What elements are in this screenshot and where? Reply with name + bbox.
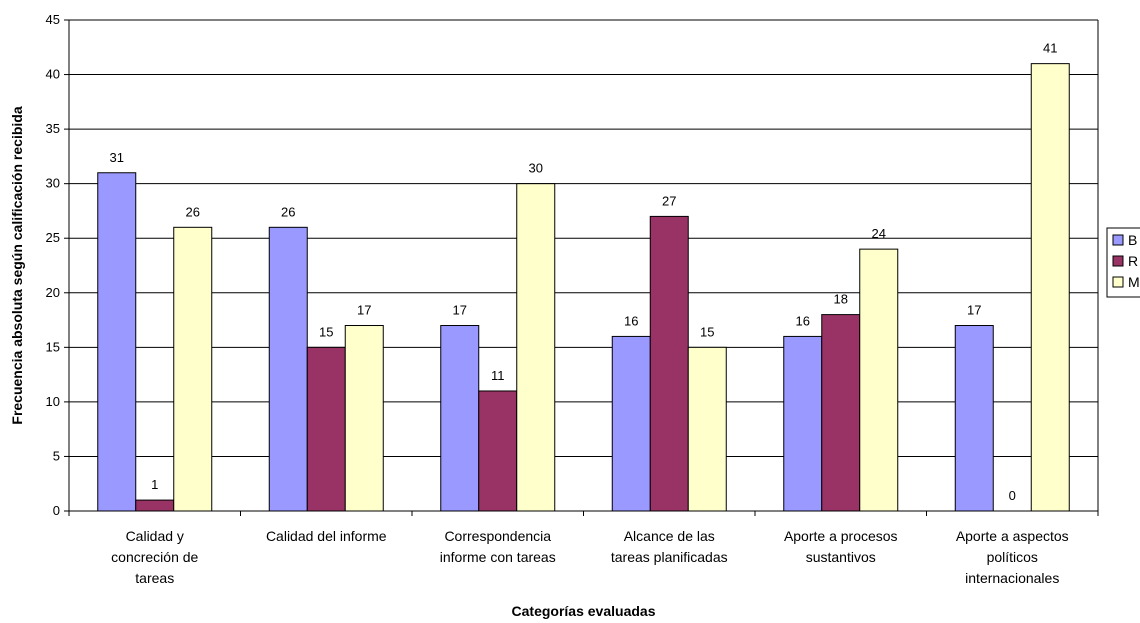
- data-label: 0: [1009, 488, 1016, 503]
- x-tick-label: Calidad del informe: [266, 528, 387, 544]
- bar-m: [1030, 63, 1070, 512]
- bar-b: [440, 325, 480, 512]
- x-tick-label: Correspondencia informe con tareas: [440, 528, 556, 565]
- bar-m: [516, 183, 556, 512]
- data-label: 31: [110, 150, 124, 165]
- bar-r: [478, 390, 518, 512]
- legend-label: B: [1128, 232, 1137, 248]
- bar-b: [783, 335, 823, 512]
- data-label: 26: [281, 204, 295, 219]
- x-tick-label: Aporte a procesos sustantivos: [784, 528, 898, 565]
- data-label: 26: [186, 204, 200, 219]
- bar-m: [859, 248, 899, 512]
- x-tick-label: Calidad y concreción de tareas: [111, 528, 198, 586]
- data-label: 41: [1043, 41, 1057, 56]
- data-label: 24: [872, 226, 886, 241]
- x-tick-label-line: informe con tareas: [440, 549, 556, 565]
- x-tick-label-line: Aporte a aspectos: [956, 528, 1069, 544]
- y-tick-label: 35: [46, 121, 60, 136]
- bar-b: [611, 335, 651, 512]
- x-tick-label: Aporte a aspectos políticos internacionale…: [956, 528, 1069, 586]
- data-label: 30: [529, 161, 543, 176]
- bar-m: [687, 346, 727, 512]
- bar-r: [649, 215, 689, 512]
- x-tick-label-line: sustantivos: [806, 549, 876, 565]
- x-tick-label-line: Calidad y: [126, 528, 184, 544]
- bars: [97, 63, 1070, 512]
- bar-r: [135, 499, 175, 512]
- data-label: 16: [624, 313, 638, 328]
- legend-label: R: [1128, 253, 1138, 269]
- data-label: 15: [319, 324, 333, 339]
- data-label: 1: [151, 477, 158, 492]
- bar-b: [954, 325, 994, 512]
- y-axis-title: Frecuencia absoluta según calificación r…: [9, 106, 25, 424]
- y-tick-label: 0: [53, 503, 60, 518]
- data-label: 17: [967, 303, 981, 318]
- data-labels: 31 1 26 26 15 17 17 11 30 16 27 15 16 18 24 17 0 41: [110, 41, 1058, 503]
- bar-m: [344, 325, 384, 512]
- bar-r: [821, 314, 861, 512]
- data-label: 17: [453, 303, 467, 318]
- y-tick-label: 30: [46, 176, 60, 191]
- x-tick-label-line: internacionales: [965, 570, 1059, 586]
- y-tick-label: 5: [53, 448, 60, 463]
- gridlines: [69, 19, 1099, 511]
- bar-m: [173, 226, 213, 512]
- x-tick-label-line: Aporte a procesos: [784, 528, 898, 544]
- x-tick-label-line: políticos: [987, 549, 1038, 565]
- x-tick-label: Alcance de las tareas planificadas: [611, 528, 728, 565]
- x-axis-ticks: Calidad y concreción de tareas Calidad del …: [68, 511, 1099, 586]
- legend: BRM: [1106, 227, 1140, 298]
- data-label: 18: [834, 292, 848, 307]
- legend-swatch-m: [1112, 276, 1124, 288]
- x-tick-label-line: concreción de: [111, 549, 198, 565]
- y-tick-label: 20: [46, 285, 60, 300]
- bar-r: [306, 346, 346, 512]
- bar-b: [97, 172, 137, 512]
- legend-label: M: [1128, 274, 1140, 290]
- data-label: 17: [357, 303, 371, 318]
- x-tick-label-line: tareas: [135, 570, 174, 586]
- x-tick-label-line: Correspondencia: [444, 528, 551, 544]
- y-tick-label: 25: [46, 230, 60, 245]
- y-tick-label: 10: [46, 394, 60, 409]
- y-tick-label: 45: [46, 12, 60, 27]
- data-label: 15: [700, 324, 714, 339]
- legend-swatch-r: [1112, 255, 1124, 267]
- bar-b: [268, 226, 308, 512]
- legend-swatch-b: [1112, 234, 1124, 246]
- data-label: 27: [662, 193, 676, 208]
- x-tick-label-line: tareas planificadas: [611, 549, 728, 565]
- data-label: 16: [796, 313, 810, 328]
- y-tick-label: 40: [46, 67, 60, 82]
- y-tick-label: 15: [46, 339, 60, 354]
- y-axis-ticks: 0 5 10 15 20 25 30 35 40 45: [46, 12, 69, 518]
- x-tick-label-line: Alcance de las: [624, 528, 715, 544]
- data-label: 11: [491, 368, 505, 383]
- x-tick-label-line: Calidad del informe: [266, 528, 387, 544]
- x-axis-title: Categorías evaluadas: [512, 603, 656, 619]
